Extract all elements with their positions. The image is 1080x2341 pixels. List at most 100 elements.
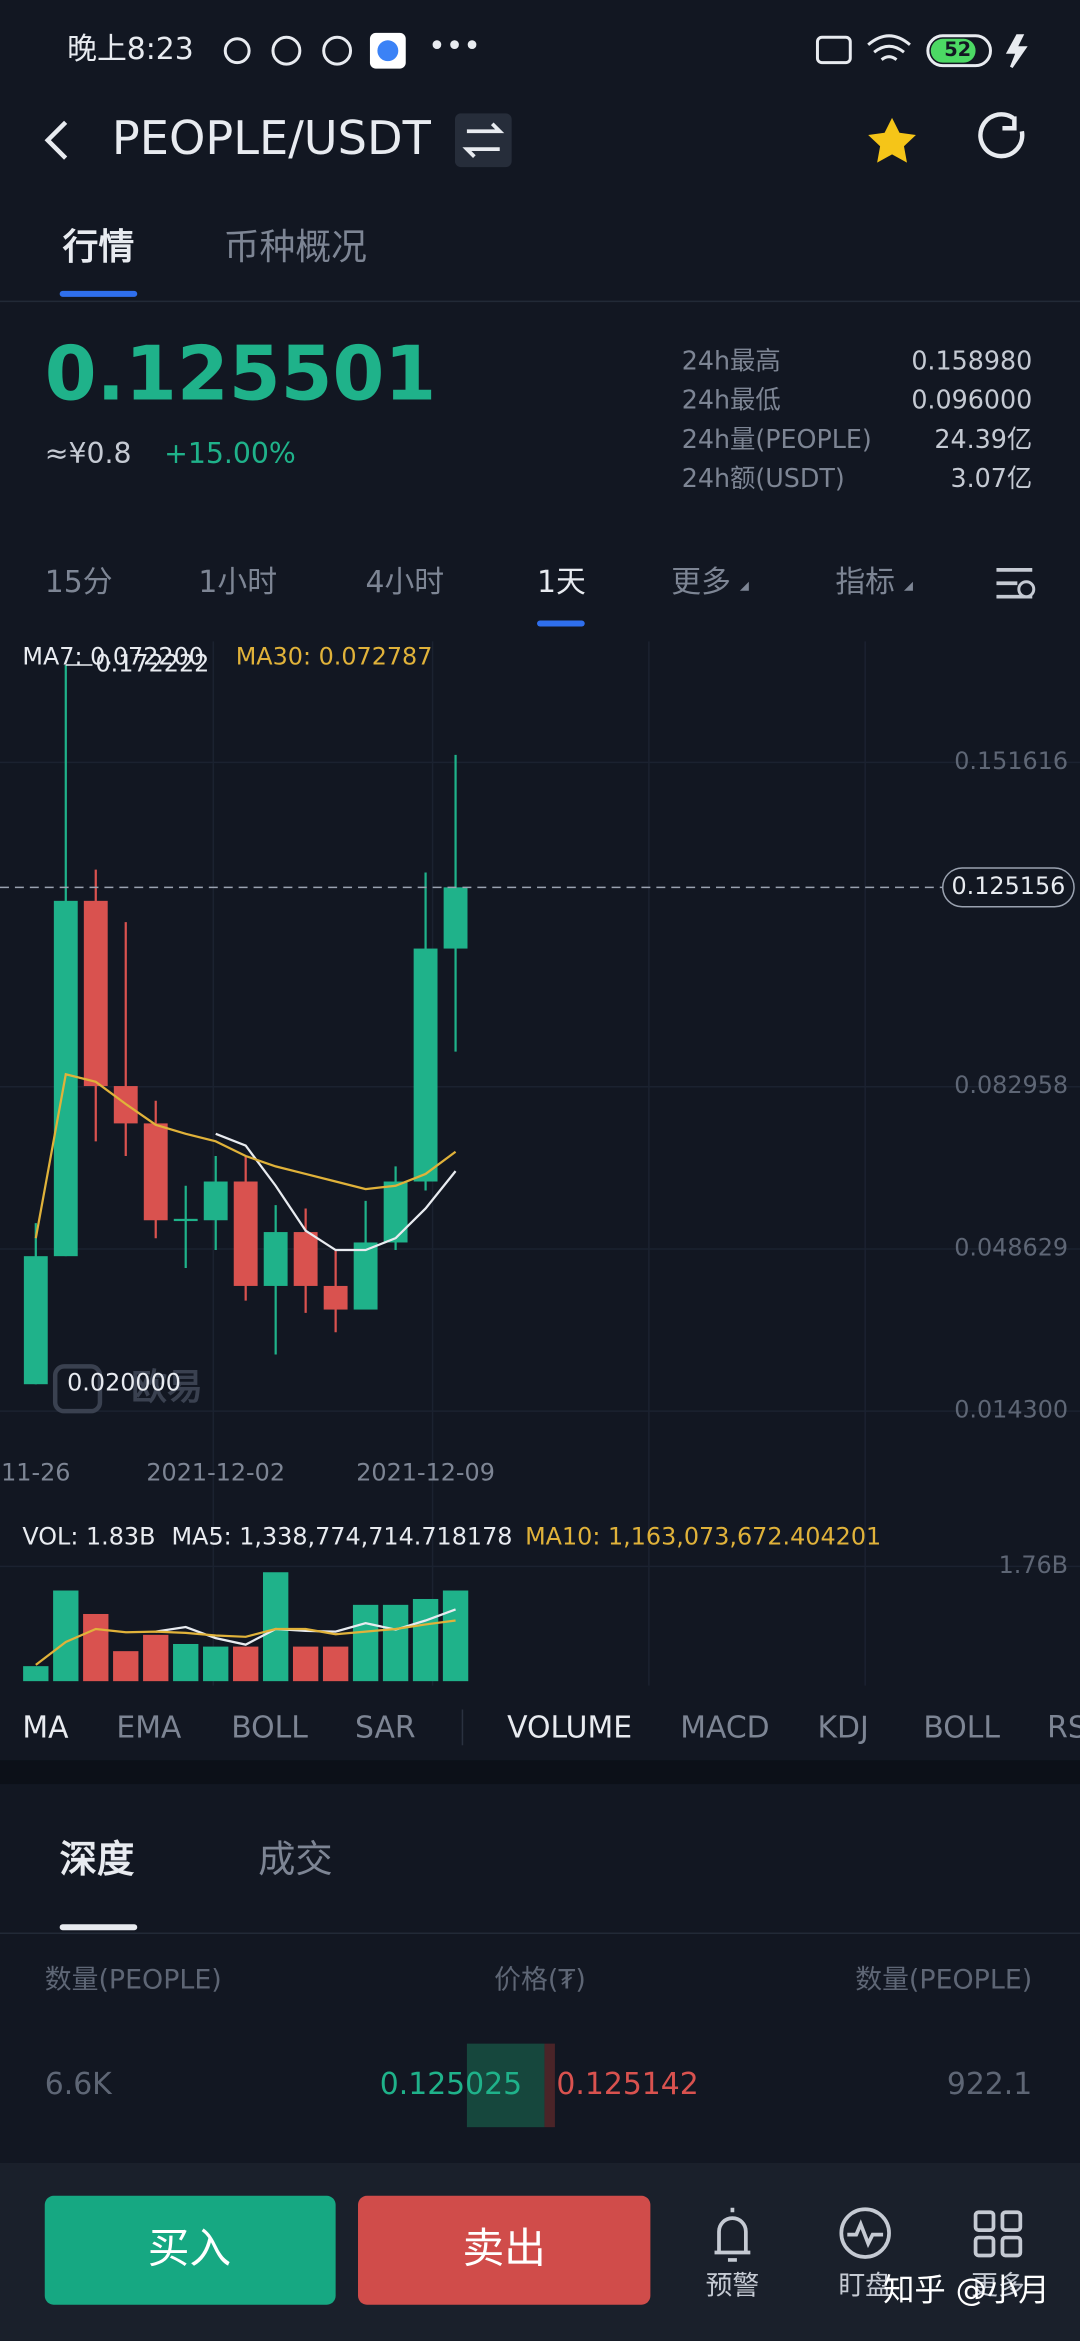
- timeframe[interactable]: 更多: [671, 565, 731, 600]
- stat-value: 0.158980: [911, 345, 1032, 375]
- depth-header: 数量(PEOPLE): [855, 1964, 1032, 1995]
- candle-body: [383, 1181, 408, 1243]
- candle-body: [413, 948, 438, 1182]
- candle-body: [83, 900, 108, 1087]
- chart: 0.014300 0.048629 0.082958 0.151616 MA7: 0.0…: [0, 641, 1080, 1686]
- volume-bar: [292, 1646, 319, 1682]
- y-tick-label: 0.151616: [954, 747, 1068, 775]
- depth-header: 数量(PEOPLE): [45, 1964, 222, 1995]
- swap-arrows: [462, 122, 505, 158]
- last-price-label: 0.125156: [951, 872, 1065, 900]
- candle-body: [323, 1285, 348, 1310]
- watermark: 知乎 @小月: [883, 2272, 1050, 2308]
- stat-label: 24h额(USDT): [682, 463, 845, 493]
- y-tick-label: 1.76B: [999, 1551, 1069, 1579]
- depth-bar-ask: [544, 2043, 555, 2128]
- indicator[interactable]: MACD: [680, 1710, 769, 1745]
- volume-ma-line: [35, 1619, 456, 1666]
- price-change: +15.00%: [164, 437, 296, 470]
- timeframe[interactable]: 15分: [45, 565, 113, 600]
- timeframe[interactable]: 指标: [835, 565, 895, 600]
- back-button[interactable]: [44, 120, 68, 160]
- candle-body: [293, 1232, 318, 1286]
- volume-bar: [322, 1646, 349, 1682]
- watermark-icon: [52, 1364, 103, 1414]
- dropdown-caret: [739, 581, 749, 591]
- tab-indicator: [59, 290, 138, 297]
- stats: 24h最高 0.158980 24h最低 0.096000 24h量(PEOPLE) 24…: [682, 345, 1033, 493]
- favorite-star[interactable]: [868, 117, 916, 163]
- candle-body: [23, 1256, 48, 1385]
- sell-label: 卖出: [462, 2223, 545, 2272]
- indicator[interactable]: EMA: [116, 1710, 182, 1745]
- tab[interactable]: 币种概况: [224, 227, 367, 268]
- refresh-button[interactable]: [978, 112, 1025, 159]
- indicator[interactable]: VOLUME: [507, 1710, 632, 1745]
- buy-button[interactable]: [44, 2195, 336, 2305]
- timeframe-indicator: [537, 620, 585, 627]
- status-more: •••: [428, 29, 481, 64]
- battery-text: 52: [944, 38, 971, 61]
- volume-bar: [173, 1643, 199, 1682]
- volume-bar: [203, 1646, 229, 1682]
- volume-bar: [233, 1646, 259, 1682]
- timeframe[interactable]: 1天: [537, 565, 586, 600]
- status-time: 晚上8:23: [67, 32, 194, 67]
- volume-label: MA10: 1,163,073,672.404201: [525, 1522, 881, 1550]
- dropdown-caret: [903, 581, 913, 591]
- depth-qty: 922.1: [947, 2067, 1032, 2102]
- ask-price: 0.125142: [556, 2067, 698, 2102]
- icon-label[interactable]: 预警: [706, 2270, 760, 2301]
- timeframe[interactable]: 4小时: [365, 565, 444, 600]
- tab[interactable]: 行情: [63, 227, 135, 268]
- indicator[interactable]: SAR: [355, 1710, 416, 1745]
- stat-value: 24.39亿: [934, 424, 1032, 454]
- last-price: 0.125501: [45, 330, 437, 417]
- candle-body: [353, 1242, 378, 1310]
- tab-indicator: [59, 1924, 138, 1931]
- depth-header: 价格(₮): [494, 1964, 586, 1995]
- timeframe[interactable]: 1小时: [198, 565, 277, 600]
- indicator[interactable]: KDJ: [817, 1710, 868, 1745]
- icon-label[interactable]: 更多: [971, 2270, 1025, 2301]
- annotation: 0.020000: [67, 1369, 181, 1397]
- sell-button[interactable]: [358, 2195, 651, 2305]
- y-tick-label: 0.082958: [954, 1071, 1068, 1099]
- depth-qty: 6.6K: [45, 2067, 113, 2102]
- indicator[interactable]: MA: [22, 1710, 69, 1745]
- swap-button[interactable]: [454, 113, 512, 168]
- stat-value: 0.096000: [911, 385, 1032, 415]
- stat-label: 24h量(PEOPLE): [682, 424, 872, 454]
- candle-body: [233, 1181, 258, 1286]
- chart-watermark: 欧易: [131, 1367, 203, 1408]
- volume-bar: [262, 1572, 289, 1682]
- stat-value: 3.07亿: [950, 463, 1032, 493]
- candle-body: [263, 1232, 288, 1286]
- volume-bar: [412, 1598, 439, 1682]
- pair-title: PEOPLE/USDT: [112, 111, 432, 165]
- indicator[interactable]: BOLL: [923, 1710, 1000, 1745]
- icon-label[interactable]: 盯盘: [838, 2270, 892, 2301]
- x-tick-label: 11-26: [1, 1458, 70, 1486]
- depth-tab[interactable]: 成交: [258, 1837, 333, 1881]
- ma-line: [34, 1072, 457, 1239]
- depth-tab[interactable]: 深度: [60, 1837, 135, 1881]
- annotation: 0.172222: [95, 649, 209, 677]
- candle-body: [143, 1123, 168, 1221]
- indicator[interactable]: BOLL: [231, 1710, 308, 1745]
- indicator[interactable]: RS: [1047, 1710, 1080, 1745]
- volume-bar: [113, 1651, 139, 1682]
- ma-label: MA7: 0.072200: [22, 642, 204, 670]
- price-cny: ≈¥0.8: [45, 437, 132, 470]
- candle-body: [173, 1218, 198, 1222]
- stat-label: 24h最低: [682, 385, 781, 415]
- battery-level: [930, 38, 976, 63]
- status-icons: [223, 34, 1028, 68]
- stat-label: 24h最高: [682, 345, 781, 375]
- volume-bar: [382, 1604, 409, 1682]
- volume-bar: [352, 1604, 379, 1682]
